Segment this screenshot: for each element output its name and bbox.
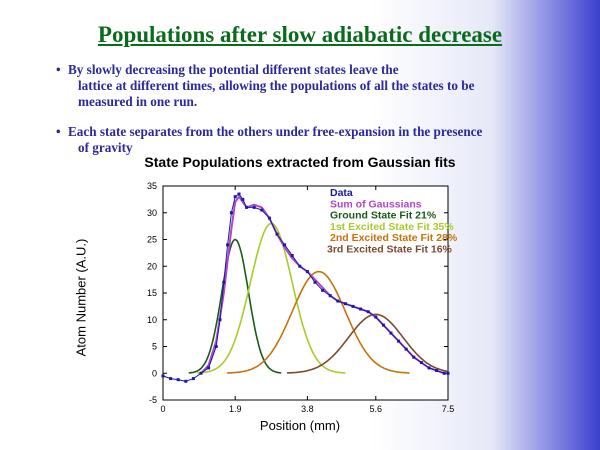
data-point	[191, 377, 195, 381]
data-point	[237, 192, 241, 196]
bullet-1: • By slowly decreasing the potential dif…	[56, 62, 538, 110]
data-point	[359, 307, 363, 311]
y-tick-label: 10	[147, 315, 157, 325]
data-point	[313, 280, 317, 284]
data-point	[252, 205, 256, 209]
data-point	[233, 195, 237, 199]
data-point	[214, 345, 218, 348]
data-point	[343, 302, 347, 306]
x-tick-label: 5.6	[370, 404, 383, 414]
data-point	[374, 315, 378, 319]
bullet-1-line-3: measured in one run.	[78, 94, 198, 109]
x-tick-label: 0	[160, 404, 165, 414]
data-point	[435, 369, 439, 373]
data-point	[328, 294, 332, 298]
fit-curve-4	[287, 313, 449, 374]
bullet-2-line-2: of gravity	[78, 140, 133, 155]
data-point	[290, 254, 294, 258]
data-point	[275, 232, 279, 236]
legend-entry: Data	[330, 187, 353, 199]
y-tick-label: 5	[152, 342, 157, 352]
data-point	[305, 270, 309, 274]
data-point	[199, 371, 203, 375]
data-point	[298, 264, 302, 268]
data-point	[161, 374, 165, 378]
data-point	[267, 216, 271, 220]
data-point	[222, 280, 226, 284]
data-point	[442, 371, 446, 375]
legend-entry: 1st Excited State Fit 35%	[330, 221, 454, 233]
fit-curve-1	[188, 238, 282, 374]
data-point	[245, 205, 249, 209]
y-tick-label: 25	[147, 235, 157, 245]
data-point	[419, 361, 423, 365]
data-point	[229, 211, 233, 215]
bullet-dot-icon: •	[56, 124, 61, 139]
chart-title: State Populations extracted from Gaussia…	[144, 154, 456, 170]
data-point	[207, 366, 211, 370]
data-point	[381, 323, 385, 327]
data-point	[321, 288, 325, 292]
data-point	[404, 347, 408, 351]
data-point	[389, 331, 393, 335]
legend-entry: Sum of Gaussians	[330, 198, 422, 210]
x-tick-label: 1.9	[229, 404, 242, 414]
data-point	[366, 310, 370, 314]
data-point	[169, 377, 173, 381]
fit-curve-3	[227, 270, 410, 374]
plot-frame	[162, 185, 449, 401]
data-point	[218, 318, 222, 322]
data-point	[176, 378, 180, 382]
y-tick-label: 0	[152, 368, 157, 378]
data-point	[226, 243, 230, 247]
y-tick-label: -5	[149, 395, 157, 405]
legend-entry: 3rd Excited State Fit 16%	[327, 244, 453, 256]
data-point	[446, 371, 450, 375]
slide-title: Populations after slow adiabatic decreas…	[97, 22, 503, 47]
x-tick-label: 3.8	[301, 404, 314, 414]
bullet-2-line-1: Each state separates from the others und…	[68, 124, 483, 139]
y-tick-label: 30	[147, 208, 157, 218]
bullet-2: • Each state separates from the others u…	[56, 124, 568, 156]
bullet-1-line-1: By slowly decreasing the potential diffe…	[68, 62, 399, 77]
y-tick-label: 35	[147, 181, 157, 191]
data-point	[397, 339, 401, 343]
bullet-1-line-2: lattice at different times, allowing the…	[78, 78, 475, 93]
data-point	[427, 366, 431, 370]
data-point	[241, 197, 245, 201]
legend-entry: 2nd Excited State Fit 28%	[330, 232, 458, 244]
x-axis-label: Position (mm)	[259, 418, 341, 433]
data-point	[283, 243, 287, 247]
data-point	[184, 379, 188, 383]
legend-entry: Ground State Fit 21%	[330, 210, 437, 222]
data-point	[260, 208, 264, 212]
data-point	[336, 299, 340, 303]
y-tick-label: 15	[147, 288, 157, 298]
bullet-dot-icon: •	[56, 62, 61, 77]
data-point	[412, 355, 416, 359]
data-point	[351, 304, 355, 308]
y-tick-label: 20	[147, 261, 157, 271]
x-tick-label: 7.5	[442, 404, 455, 414]
